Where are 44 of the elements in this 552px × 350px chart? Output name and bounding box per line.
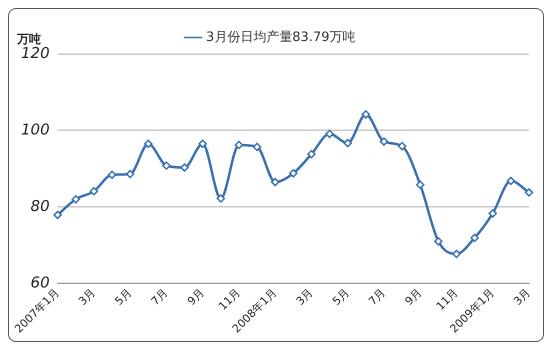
x-tick-label: 7月 — [366, 286, 388, 308]
point — [216, 194, 226, 203]
point — [289, 169, 298, 178]
point — [452, 250, 461, 258]
point — [270, 178, 280, 186]
point — [126, 170, 134, 178]
y-tick-label: 80 — [30, 196, 50, 215]
point — [380, 137, 388, 146]
x-tick-label: 5月 — [330, 286, 352, 308]
y-tick-label: 120 — [20, 44, 50, 62]
point — [506, 176, 516, 186]
point — [470, 234, 479, 242]
x-tick-label: 3月 — [76, 286, 98, 308]
legend-label: 3月份日均产量83.79万吨 — [206, 30, 356, 45]
point — [72, 195, 80, 204]
point — [434, 237, 443, 246]
point — [198, 140, 207, 148]
x-tick-label: 7月 — [148, 286, 171, 308]
point — [144, 140, 153, 148]
y-tick-label: 60 — [30, 273, 50, 292]
point — [53, 210, 62, 220]
point — [162, 161, 171, 170]
point — [252, 142, 262, 152]
x-tick-label: 9月 — [402, 286, 424, 308]
x-tick-label: 3月 — [294, 286, 316, 308]
y-tick-label: 100 — [20, 120, 50, 138]
point — [524, 188, 534, 197]
x-tick-label: 11月 — [216, 286, 244, 313]
point — [90, 186, 98, 196]
x-tick-label: 3月 — [511, 286, 534, 308]
point — [108, 170, 116, 180]
point — [307, 150, 316, 158]
point — [180, 163, 189, 172]
point — [325, 130, 334, 138]
point — [416, 180, 424, 189]
point — [398, 142, 406, 150]
point — [362, 110, 370, 119]
point — [343, 138, 352, 148]
x-tick-label: 9月 — [184, 286, 207, 308]
point — [234, 140, 244, 150]
x-tick-label: 5月 — [112, 286, 134, 308]
x-tick-label: 11月 — [434, 286, 461, 313]
point — [488, 209, 497, 218]
y-axis-title: 万吨 — [16, 32, 41, 46]
